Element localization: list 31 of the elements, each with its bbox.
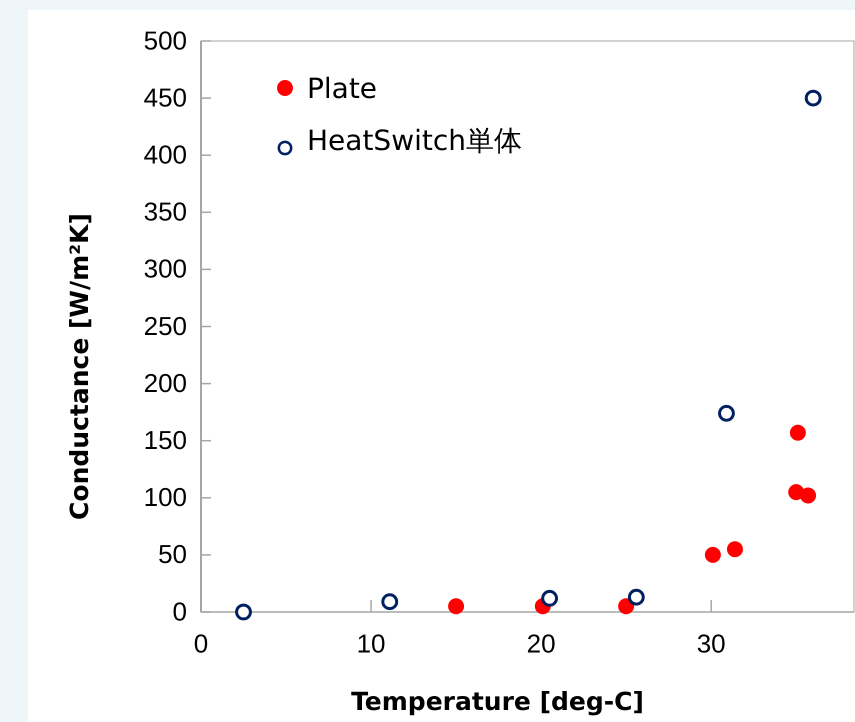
y-tick-label: 100 bbox=[144, 482, 187, 512]
point bbox=[804, 90, 822, 106]
y-tick-label: 500 bbox=[144, 25, 187, 56]
legend-label: Plate bbox=[307, 72, 378, 105]
x-tick-label: 0 bbox=[194, 628, 208, 658]
legend-label: HeatSwitch単体 bbox=[307, 124, 522, 157]
point bbox=[718, 404, 735, 422]
point bbox=[800, 488, 816, 504]
x-tick-label: 10 bbox=[356, 628, 386, 658]
y-tick-label: 50 bbox=[158, 539, 187, 570]
point bbox=[381, 593, 398, 610]
x-tick-label: 20 bbox=[526, 628, 556, 658]
y-axis-title: Conductance [W/m²K] bbox=[65, 213, 94, 520]
y-tick-label: 0 bbox=[172, 596, 187, 626]
point bbox=[726, 541, 743, 558]
y-tick-label: 300 bbox=[144, 254, 187, 284]
point bbox=[618, 598, 634, 614]
y-tick-label: 200 bbox=[144, 368, 187, 398]
y-tick-label: 150 bbox=[144, 425, 187, 456]
point bbox=[704, 546, 721, 563]
y-tick-label: 450 bbox=[144, 82, 187, 112]
point bbox=[628, 588, 645, 606]
y-tick-label: 250 bbox=[144, 310, 187, 341]
y-tick-label: 350 bbox=[144, 196, 187, 227]
x-tick-label: 30 bbox=[696, 628, 726, 658]
point bbox=[541, 590, 558, 607]
point bbox=[448, 598, 464, 614]
point bbox=[790, 424, 806, 441]
y-tick-label: 400 bbox=[144, 140, 187, 170]
point bbox=[235, 604, 252, 620]
x-axis-title: Temperature [deg-C] bbox=[351, 687, 644, 716]
